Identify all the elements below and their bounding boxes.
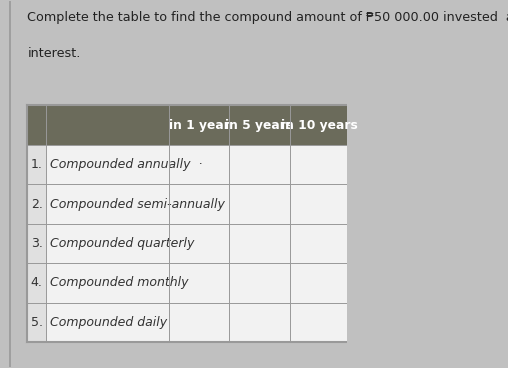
Text: in 5 years: in 5 years [226,119,294,132]
Text: interest.: interest. [27,47,81,60]
Text: 1.: 1. [31,158,43,171]
Bar [27,224,46,263]
Text: 5.: 5. [31,316,43,329]
Text: in 10 years: in 10 years [281,119,358,132]
Bar [27,145,46,184]
Text: 2.: 2. [31,198,43,210]
Bar [27,263,46,303]
Text: Compounded annually  ·: Compounded annually · [50,158,203,171]
Text: 3.: 3. [31,237,43,250]
Text: in 1 year: in 1 year [169,119,230,132]
Text: 4.: 4. [31,276,43,290]
Bar [27,184,46,224]
Text: Compounded monthly: Compounded monthly [50,276,189,290]
Text: Compounded daily: Compounded daily [50,316,168,329]
Text: Compounded semi-annually: Compounded semi-annually [50,198,225,210]
Bar [27,303,46,342]
Text: Compounded quarterly: Compounded quarterly [50,237,195,250]
Text: Complete the table to find the compound amount of ₱50 000.00 invested  at 10%: Complete the table to find the compound … [27,11,508,24]
